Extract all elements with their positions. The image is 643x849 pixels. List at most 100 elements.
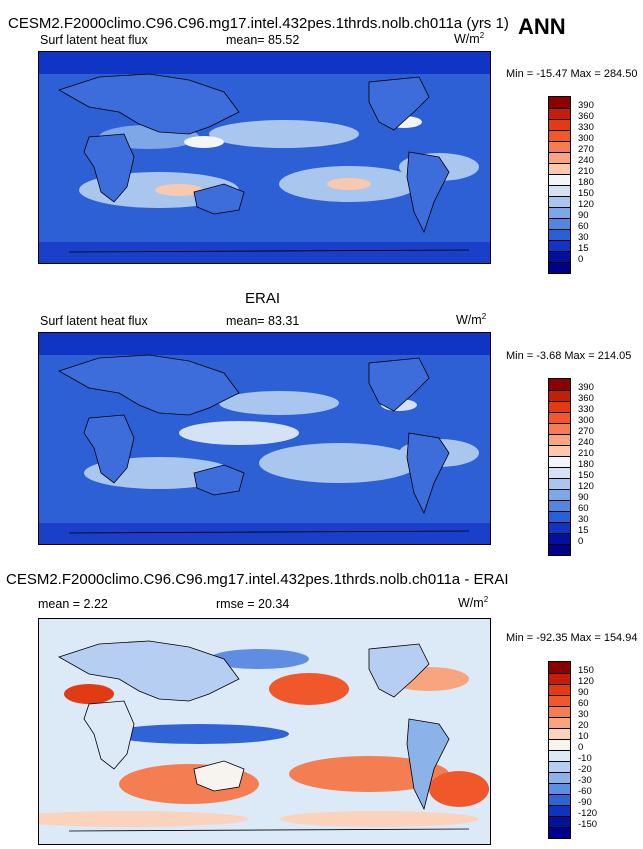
colorbar-swatch: [549, 97, 570, 108]
colorbar-tick: 30: [578, 709, 589, 720]
colorbar-tick: 330: [578, 122, 594, 133]
colorbar-swatch: [549, 262, 570, 273]
colorbar-swatch: [549, 390, 570, 401]
colorbar-tick: 15: [578, 525, 589, 536]
colorbar-tick: -150: [578, 819, 598, 830]
unit-label: W/m2: [458, 595, 489, 611]
panel2-title: ERAI: [245, 290, 281, 307]
colorbar-swatch: [549, 108, 570, 119]
colorbar-swatch: [549, 500, 570, 511]
colorbar-swatch: [549, 522, 570, 533]
colorbar-tick: 300: [578, 133, 594, 144]
colorbar-swatch: [549, 761, 570, 772]
colorbar-tick: 390: [578, 382, 594, 393]
mean-label: mean = 2.22: [38, 597, 108, 611]
colorbar-tick: 150: [578, 470, 594, 481]
mean-label: mean= 85.52: [226, 33, 300, 47]
colorbar-tick: 210: [578, 166, 594, 177]
colorbar-swatch: [549, 706, 570, 717]
colorbar-tick: 240: [578, 155, 594, 166]
colorbar-difference: [548, 661, 571, 839]
colorbar-tick: 150: [578, 665, 594, 676]
colorbar-tick: 90: [578, 687, 589, 698]
map-model-graphic: [39, 52, 490, 263]
panel3-title: CESM2.F2000climo.C96.C96.mg17.intel.432p…: [6, 571, 509, 588]
map-erai-graphic: [39, 333, 490, 544]
unit-label: W/m2: [454, 31, 485, 47]
colorbar-swatch: [549, 750, 570, 761]
map-model: [38, 51, 491, 264]
colorbar-swatch: [549, 728, 570, 739]
colorbar-swatch: [549, 673, 570, 684]
map-difference-graphic: [39, 619, 490, 844]
rmse-label: rmse = 20.34: [216, 597, 290, 611]
colorbar-swatch: [549, 207, 570, 218]
colorbar-swatch: [549, 412, 570, 423]
colorbar-tick: 270: [578, 144, 594, 155]
colorbar-swatch: [549, 533, 570, 544]
colorbar-tick: -120: [578, 808, 598, 819]
colorbar-swatch: [549, 401, 570, 412]
colorbar-swatch: [549, 445, 570, 456]
colorbar-swatch: [549, 816, 570, 827]
colorbar-swatch: [549, 511, 570, 522]
colorbar-swatch: [549, 684, 570, 695]
colorbar-tick: 0: [578, 742, 584, 753]
minmax-label: Min = -15.47 Max = 284.50: [506, 68, 638, 80]
colorbar-swatch: [549, 544, 570, 555]
season-label: ANN: [518, 14, 566, 39]
colorbar-tick: 180: [578, 177, 594, 188]
colorbar-tick: 390: [578, 100, 594, 111]
colorbar-swatch: [549, 130, 570, 141]
colorbar-swatch: [549, 185, 570, 196]
colorbar-tick: 30: [578, 514, 589, 525]
colorbar-tick: 300: [578, 415, 594, 426]
colorbar-tick: 120: [578, 676, 594, 687]
colorbar-tick: 360: [578, 393, 594, 404]
colorbar-tick: 330: [578, 404, 594, 415]
colorbar-swatch: [549, 783, 570, 794]
colorbar-swatch: [549, 174, 570, 185]
colorbar-tick: 60: [578, 698, 589, 709]
colorbar-tick: 270: [578, 426, 594, 437]
colorbar-swatch: [549, 218, 570, 229]
variable-label: Surf latent heat flux: [40, 33, 148, 47]
colorbar-tick: -10: [578, 753, 592, 764]
colorbar-tick: 0: [578, 254, 584, 265]
colorbar-tick: -60: [578, 786, 592, 797]
colorbar-swatch: [549, 739, 570, 750]
colorbar-swatch: [549, 467, 570, 478]
colorbar-swatch: [549, 717, 570, 728]
colorbar-tick: 0: [578, 536, 584, 547]
minmax-label: Min = -92.35 Max = 154.94: [506, 632, 638, 644]
colorbar-tick: -90: [578, 797, 592, 808]
variable-label: Surf latent heat flux: [40, 314, 148, 328]
colorbar-swatch: [549, 478, 570, 489]
colorbar-swatch: [549, 662, 570, 673]
colorbar-swatch: [549, 827, 570, 838]
colorbar-tick: 60: [578, 503, 589, 514]
colorbar-tick: 15: [578, 243, 589, 254]
colorbar-swatch: [549, 434, 570, 445]
colorbar-tick: 210: [578, 448, 594, 459]
colorbar-swatch: [549, 119, 570, 130]
unit-label: W/m2: [456, 312, 487, 328]
colorbar-tick: 20: [578, 720, 589, 731]
colorbar-tick: 30: [578, 232, 589, 243]
colorbar-tick: 180: [578, 459, 594, 470]
colorbar-swatch: [549, 695, 570, 706]
colorbar-tick: -20: [578, 764, 592, 775]
colorbar-swatch: [549, 229, 570, 240]
map-erai: [38, 332, 491, 545]
colorbar-swatch: [549, 456, 570, 467]
colorbar-swatch: [549, 423, 570, 434]
colorbar-model: [548, 96, 571, 274]
colorbar-tick: 150: [578, 188, 594, 199]
colorbar-tick: 120: [578, 199, 594, 210]
colorbar-swatch: [549, 240, 570, 251]
map-difference: [38, 618, 491, 845]
colorbar-swatch: [549, 772, 570, 783]
colorbar-tick: 90: [578, 492, 589, 503]
colorbar-swatch: [549, 489, 570, 500]
page-title: CESM2.F2000climo.C96.C96.mg17.intel.432p…: [8, 15, 509, 32]
